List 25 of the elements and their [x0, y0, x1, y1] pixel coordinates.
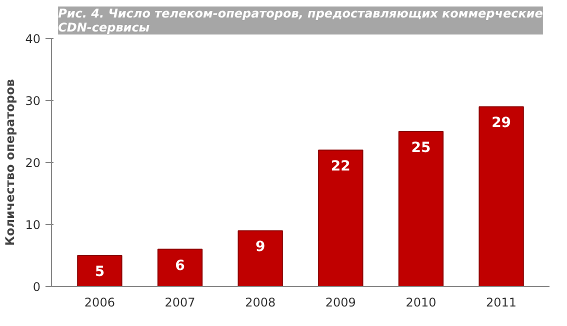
y-axis-title: Количество операторов: [3, 78, 18, 246]
bar: [77, 255, 122, 286]
data-label: 5: [94, 264, 105, 280]
data-label: 22: [330, 158, 350, 175]
bar: [238, 230, 283, 286]
y-tick-label: 0: [32, 280, 41, 294]
y-tick-label: 30: [25, 94, 41, 108]
y-tick-label: 20: [25, 156, 41, 170]
x-tick-label: 2006: [84, 296, 115, 310]
bar: [157, 248, 203, 286]
data-label: 29: [492, 115, 512, 132]
data-label: 6: [175, 258, 185, 274]
y-tick-label: 40: [25, 32, 41, 46]
x-tick-label: 2011: [486, 296, 517, 310]
x-tick-label: 2010: [406, 296, 436, 310]
y-tick-label: 10: [25, 218, 41, 232]
x-tick-label: 2007: [164, 296, 196, 310]
data-label: 25: [411, 140, 431, 156]
data-label: 9: [255, 239, 266, 256]
bar: [398, 131, 444, 286]
bar: [478, 106, 524, 286]
x-tick-label: 2009: [325, 296, 356, 310]
chart-title: Рис. 4. Число телеком-операторов, предоставляющих коммерческие CDN-сервисы: [58, 6, 543, 34]
bar: [318, 150, 364, 286]
x-tick-label: 2008: [245, 296, 276, 310]
